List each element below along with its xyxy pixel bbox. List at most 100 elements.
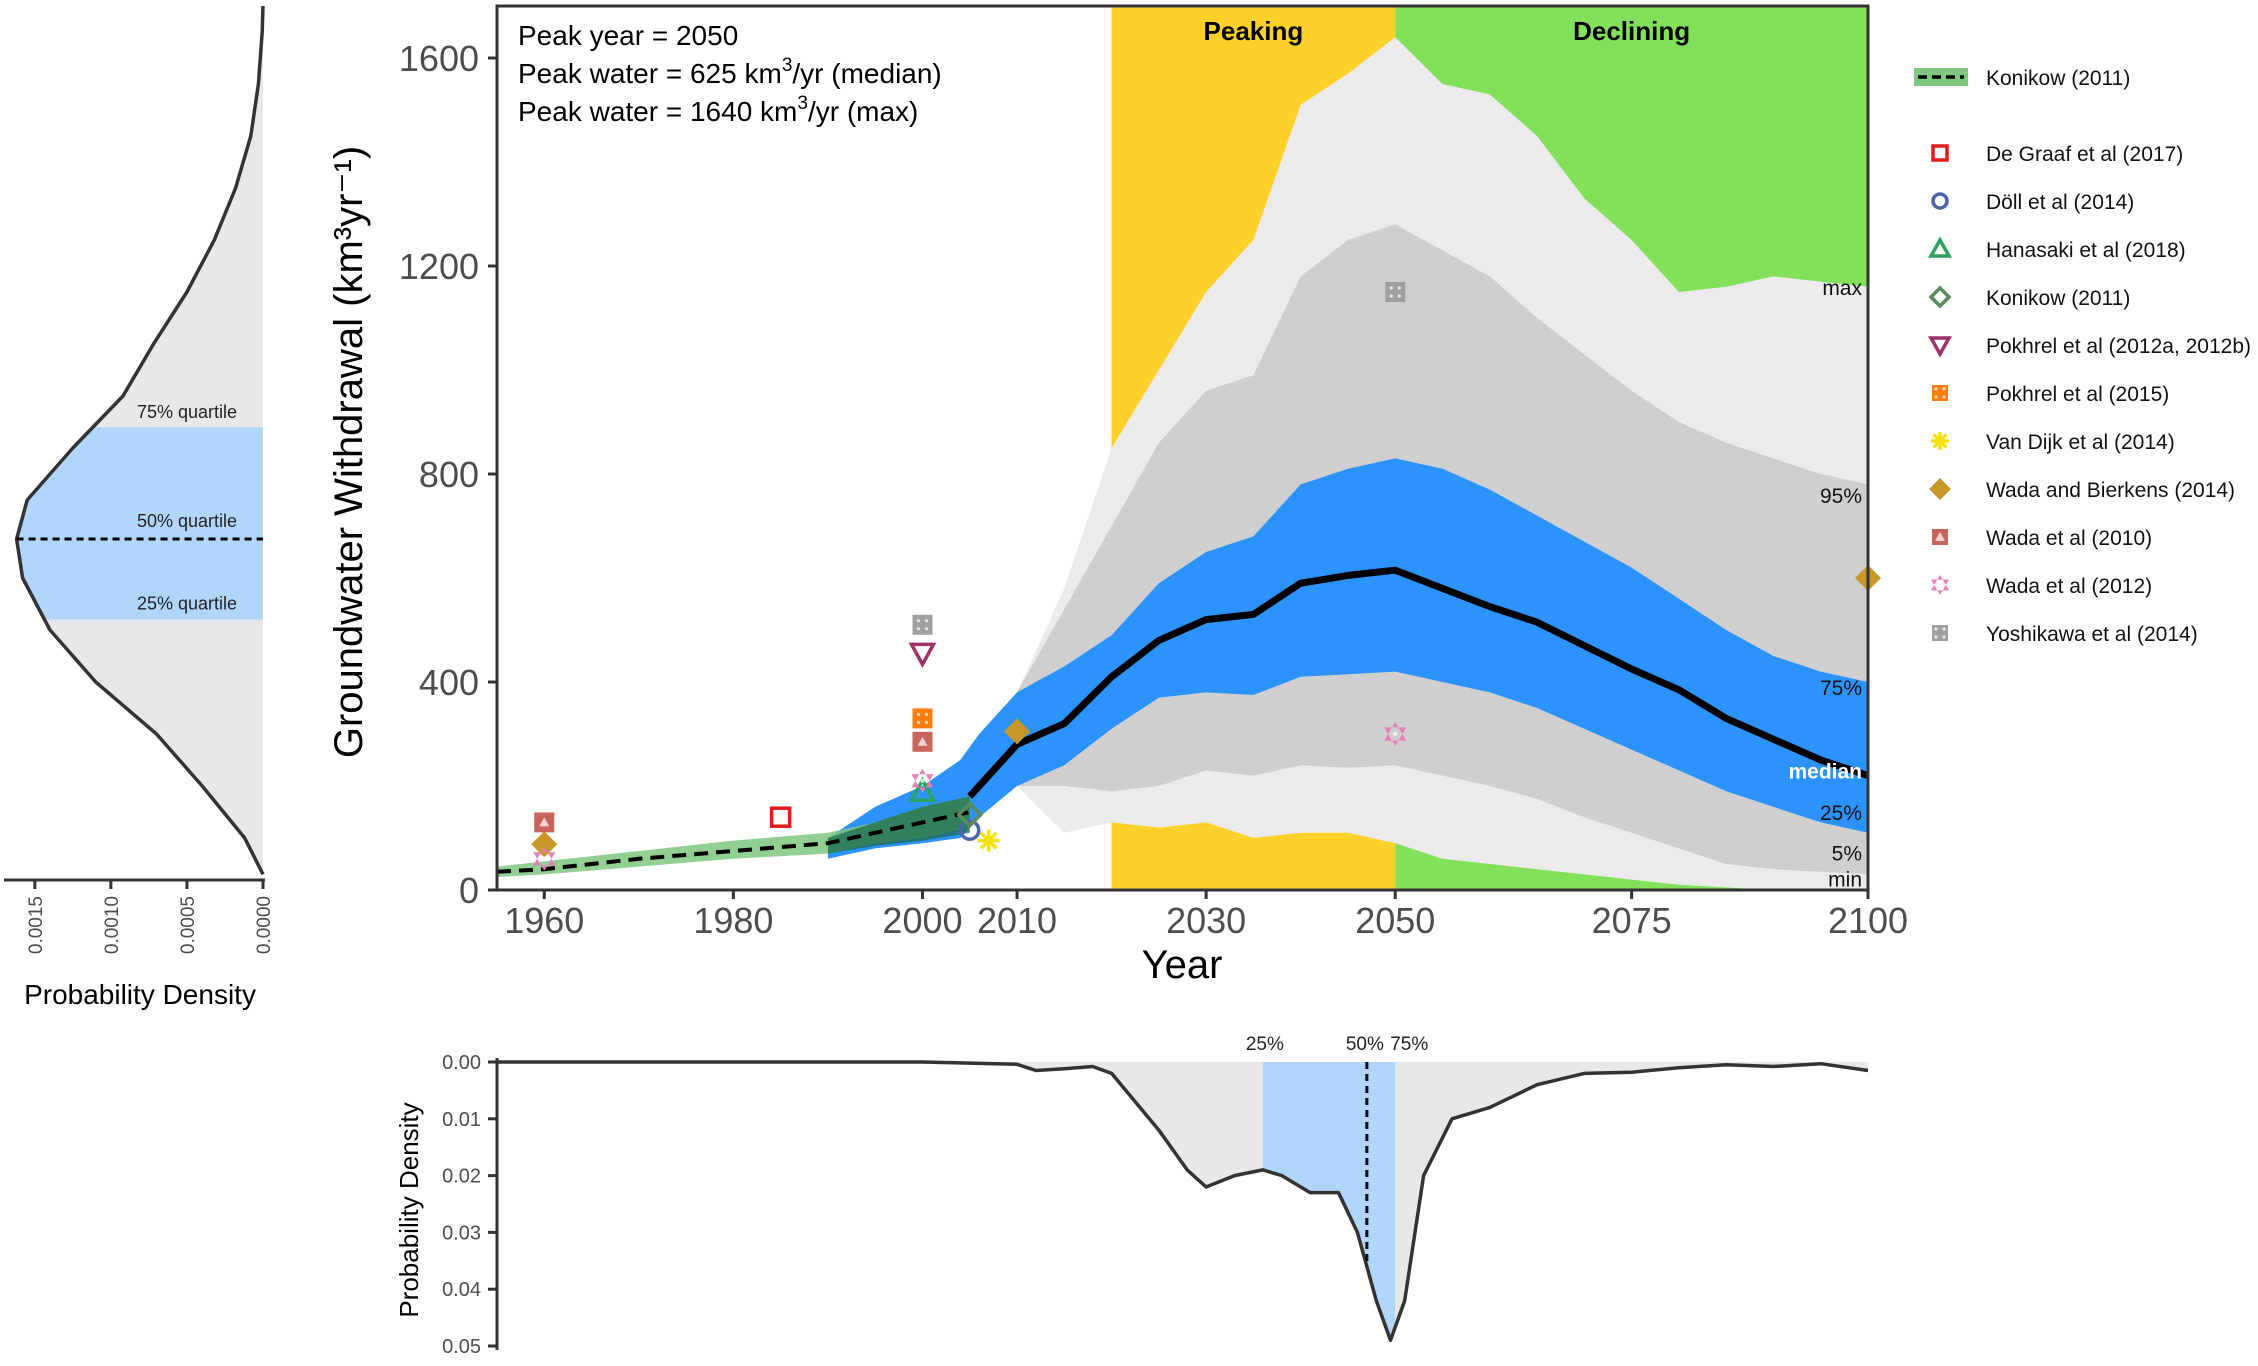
historic-band <box>497 692 1017 877</box>
x-tick-label: 2100 <box>1828 900 1908 941</box>
marker-yoshikawa-et-al-2014 <box>1385 282 1406 302</box>
legend-label-hanasaki-et-al-2018: Hanasaki et al (2018) <box>1986 239 2186 262</box>
left-density-quartile-band <box>16 427 263 620</box>
bottom-density-chart: 25% 50% 75% 0.00 0.01 0.02 0.03 0.04 0.05 Probab… <box>394 1034 1869 1358</box>
bottom-quartile-label: 50% <box>1346 1034 1384 1055</box>
marker-hanasaki-et-al-2018 <box>908 776 937 802</box>
band-label-5pct: 5% <box>1832 843 1862 866</box>
band-labels: max 95% 75% median 25% 5% min <box>1788 277 1862 892</box>
marker-wada-et-al-2010-inner <box>539 817 550 827</box>
left-quartile-label: 50% quartile <box>137 511 237 531</box>
left-density-tick-label: 0.0015 <box>26 896 47 954</box>
marker-yoshikawa-et-al-2014-dot <box>1397 294 1401 298</box>
marker-yoshikawa-et-al-2014-dot <box>916 627 921 631</box>
superscript-3: 3 <box>782 55 793 76</box>
plot-frame <box>495 4 1870 892</box>
legend-key-d-ll-et-al-2014 <box>1931 192 1949 210</box>
legend-key-yoshikawa-et-al-2014-dot <box>1942 627 1946 631</box>
marker-d-ll-et-al-2014 <box>959 819 981 841</box>
y-tick-label: 1200 <box>399 246 479 287</box>
bottom-quartile-label: 75% <box>1390 1034 1428 1055</box>
bottom-density-tick-label: 0.01 <box>442 1109 481 1131</box>
phase-label-declining: Declining <box>1573 16 1690 46</box>
marker-yoshikawa-et-al-2014-dot <box>916 619 921 623</box>
marker-pokhrel-et-al-2015-dot <box>924 720 929 725</box>
main-axes: 0 400 800 1200 1600 1960 1980 2000 2010 2030 2050 2… <box>399 4 1908 941</box>
superscript-3: 3 <box>797 93 808 114</box>
x-tick-label: 1980 <box>693 900 773 941</box>
marker-wada-et-al-2012 <box>911 768 934 793</box>
marker-wada-et-al-2010-inner <box>917 736 928 746</box>
legend-key-pokhrel-et-al-2012a-2012b <box>1928 336 1952 358</box>
left-density-curve <box>14 5 265 876</box>
x-tick-label: 2010 <box>977 900 1057 941</box>
annotation-peak-max-suffix: /yr (max) <box>808 96 918 127</box>
marker-pokhrel-et-al-2015-dot <box>916 720 921 725</box>
phase-label-peaking: Peaking <box>1204 16 1304 46</box>
legend-label-d-ll-et-al-2014: Döll et al (2014) <box>1986 191 2134 214</box>
legend-key-wada-and-bierkens-2014 <box>1929 478 1951 500</box>
left-density-chart: 75% quartile 50% quartile 25% quartile 0.00… <box>4 5 275 1010</box>
legend-key-de-graaf-et-al-2017 <box>1931 144 1949 162</box>
band-25-75 <box>1017 458 1868 833</box>
overlap-band <box>827 796 970 854</box>
x-tick-label: 2000 <box>882 900 962 941</box>
marker-yoshikawa-et-al-2014-dot <box>924 627 929 631</box>
legend-key-konikow-2011 <box>1928 285 1952 309</box>
bottom-density-tick-label: 0.05 <box>442 1336 481 1358</box>
y-tick-label: 800 <box>419 454 479 495</box>
main-chart: Peaking Declining 0 400 800 1200 1600 1960 1980… <box>327 4 1908 987</box>
legend-key-wada-et-al-2012-center <box>1937 582 1943 588</box>
legend-label-pokhrel-et-al-2015: Pokhrel et al (2015) <box>1986 383 2169 406</box>
marker-konikow-2011 <box>956 801 984 829</box>
bottom-density-area <box>497 1062 1868 1341</box>
x-axis-title: Year <box>1142 943 1223 987</box>
bottom-quartile-label: 25% <box>1246 1034 1284 1055</box>
left-density-title: Probability Density <box>24 979 256 1010</box>
left-quartile-label: 25% quartile <box>137 594 237 614</box>
bottom-density-curve <box>497 1060 1869 1343</box>
legend-key-yoshikawa-et-al-2014-dot <box>1934 635 1938 639</box>
legend-label-van-dijk-et-al-2014: Van Dijk et al (2014) <box>1986 431 2175 454</box>
legend-key-wada-et-al-2012 <box>1931 575 1949 595</box>
band-label-25pct: 25% <box>1820 802 1862 825</box>
band-label-median: median <box>1788 760 1862 783</box>
legend-key-yoshikawa-et-al-2014-dot <box>1942 635 1946 639</box>
marker-wada-et-al-2012-center <box>542 856 547 861</box>
marker-yoshikawa-et-al-2014-dot <box>1389 286 1393 290</box>
legend-key-van-dijk-et-al-2014-ray <box>1932 433 1948 449</box>
legend-key-pokhrel-et-al-2015-dot <box>1942 387 1946 391</box>
legend-key-wada-et-al-2010-inner <box>1935 532 1945 541</box>
marker-pokhrel-et-al-2015 <box>912 708 933 729</box>
konikow-band <box>497 796 970 877</box>
left-density-tick-label: 0.0000 <box>254 896 275 954</box>
marker-wada-and-bierkens-2014 <box>1004 718 1031 745</box>
legend-label-pokhrel-et-al-2012a-2012b: Pokhrel et al (2012a, 2012b) <box>1986 335 2251 358</box>
annotation-peak-median-prefix: Peak water = 625 km <box>518 58 782 89</box>
legend-label-yoshikawa-et-al-2014: Yoshikawa et al (2014) <box>1986 623 2198 646</box>
bottom-density-tick-label: 0.03 <box>442 1222 481 1244</box>
x-tick-label: 1960 <box>504 900 584 941</box>
marker-yoshikawa-et-al-2014-dot <box>1397 286 1401 290</box>
bottom-density-body: 25% 50% 75% 0.00 0.01 0.02 0.03 0.04 0.05 <box>442 1034 1869 1358</box>
marker-wada-et-al-2012 <box>1384 722 1407 746</box>
konikow-line <box>496 810 971 874</box>
annotation-peak-max: Peak water = 1640 km3/yr (max) <box>518 93 918 127</box>
median-lines <box>496 566 1870 874</box>
y-tick-label: 0 <box>459 870 479 911</box>
marker-pokhrel-et-al-2015-dot <box>924 712 929 717</box>
marker-yoshikawa-et-al-2014 <box>912 614 933 635</box>
marker-wada-and-bierkens-2014 <box>531 831 558 858</box>
y-tick-label: 400 <box>419 662 479 703</box>
annotation-peak-median: Peak water = 625 km3/yr (median) <box>518 55 942 89</box>
bottom-density-quartile-band <box>1262 1062 1396 1341</box>
x-tick-label: 2075 <box>1592 900 1672 941</box>
marker-van-dijk-et-al-2014-ray <box>979 831 998 850</box>
annotation-peak-max-prefix: Peak water = 1640 km <box>518 96 797 127</box>
legend-label-wada-et-al-2010: Wada et al (2010) <box>1986 527 2152 550</box>
x-tick-label: 2030 <box>1166 900 1246 941</box>
left-density-tick-label: 0.0005 <box>178 896 199 954</box>
left-quartile-label: 75% quartile <box>137 402 237 422</box>
legend-key-pokhrel-et-al-2015 <box>1932 385 1948 401</box>
marker-pokhrel-et-al-2015-dot <box>916 712 921 717</box>
